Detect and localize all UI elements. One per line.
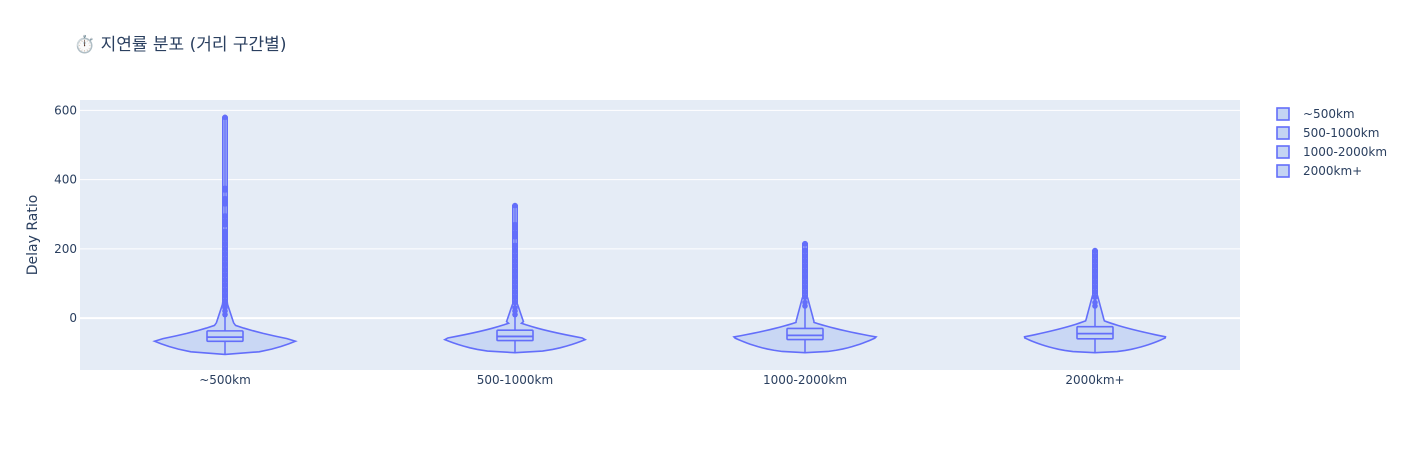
outlier-point: [512, 268, 518, 275]
outlier-point: [802, 303, 808, 309]
legend-label: 2000km+: [1303, 164, 1362, 178]
outlier-point: [222, 266, 228, 273]
outlier-point: [1092, 273, 1098, 280]
outlier-point: [222, 201, 228, 207]
violin-trace[interactable]: [1023, 247, 1167, 354]
outlier-point: [222, 311, 228, 318]
outlier-point: [222, 213, 228, 219]
legend-label: 500-1000km: [1303, 126, 1379, 140]
outlier-point: [512, 284, 518, 290]
legend-label: 1000-2000km: [1303, 145, 1387, 159]
y-axis-title: Delay Ratio: [25, 195, 41, 276]
outlier-point: [512, 242, 518, 249]
x-tick-label: ~500km: [199, 373, 251, 387]
outlier-point: [512, 225, 518, 231]
outlier-point: [1092, 284, 1098, 290]
outlier-point: [802, 240, 808, 247]
y-tick-label: 600: [54, 103, 77, 117]
outlier-point: [802, 273, 808, 280]
legend-item[interactable]: 2000km+: [1276, 164, 1362, 178]
box: [496, 329, 534, 342]
outlier-point: [802, 252, 808, 259]
legend-swatch: [1276, 145, 1290, 159]
legend-swatch: [1276, 107, 1290, 121]
x-tick-label: 1000-2000km: [763, 373, 847, 387]
outlier-point: [222, 114, 228, 121]
chart-title: ⏱️ 지연률 분포 (거리 구간별): [74, 34, 286, 55]
outlier-point: [512, 273, 518, 280]
outlier-point: [222, 282, 228, 288]
legend-item[interactable]: 1000-2000km: [1276, 145, 1387, 159]
violin-trace[interactable]: [732, 240, 878, 354]
outlier-point: [222, 240, 228, 247]
outlier-point: [802, 268, 808, 275]
y-tick-label: 400: [54, 173, 77, 187]
legend-item[interactable]: ~500km: [1276, 107, 1355, 121]
outlier-point: [512, 278, 518, 285]
y-tick-label: 0: [69, 311, 77, 325]
y-axis: 0 200 400 600: [54, 103, 77, 325]
box: [206, 330, 244, 343]
outlier-point: [802, 258, 808, 264]
legend-swatch: [1276, 164, 1290, 178]
outlier-point: [512, 247, 518, 254]
outlier-point: [1092, 258, 1098, 264]
x-tick-label: 500-1000km: [477, 373, 553, 387]
outlier-point: [222, 235, 228, 242]
outlier-point: [512, 294, 518, 301]
outlier-point: [222, 292, 228, 299]
outlier-point: [802, 247, 808, 254]
outlier-point: [512, 263, 518, 269]
x-tick-label: 2000km+: [1065, 373, 1124, 387]
violin-trace[interactable]: [442, 202, 588, 354]
violin-trace[interactable]: [152, 114, 298, 356]
outlier-point: [512, 252, 518, 259]
outlier-point: [512, 299, 518, 306]
outlier-point: [512, 289, 518, 295]
outlier-point: [802, 289, 808, 295]
gridlines: [80, 109, 1240, 320]
outlier-point: [1092, 268, 1098, 275]
legend-label: ~500km: [1303, 107, 1355, 121]
outlier-point: [222, 277, 228, 283]
outlier-point: [802, 278, 808, 285]
outlier-point: [222, 221, 228, 228]
outlier-point: [222, 272, 228, 278]
outlier-point: [512, 202, 518, 209]
outlier-point: [1092, 247, 1098, 254]
plot-area: [80, 100, 1240, 370]
outlier-point: [1092, 252, 1098, 259]
outlier-point: [802, 263, 808, 269]
legend-item[interactable]: 500-1000km: [1276, 126, 1379, 140]
y-tick-label: 200: [54, 242, 77, 256]
legend[interactable]: ~500km 500-1000km 1000-2000km 2000km+: [1276, 107, 1387, 178]
outlier-point: [1092, 278, 1098, 285]
x-axis: ~500km 500-1000km 1000-2000km 2000km+: [199, 373, 1124, 387]
outlier-point: [1092, 263, 1098, 269]
outlier-point: [512, 311, 518, 318]
outlier-point: [1092, 289, 1098, 295]
outlier-point: [1092, 294, 1098, 301]
outlier-point: [222, 246, 228, 252]
outlier-point: [1092, 303, 1098, 309]
outlier-point: [802, 284, 808, 290]
legend-swatch: [1276, 126, 1290, 140]
outlier-point: [222, 187, 228, 193]
outlier-point: [222, 251, 228, 257]
outlier-point: [222, 261, 228, 268]
violin-traces: [152, 114, 1167, 356]
outlier-point: [222, 287, 228, 294]
box: [786, 327, 824, 341]
outlier-point: [802, 294, 808, 301]
outlier-point: [512, 258, 518, 264]
outlier-point: [222, 256, 228, 263]
outlier-point: [512, 233, 518, 240]
